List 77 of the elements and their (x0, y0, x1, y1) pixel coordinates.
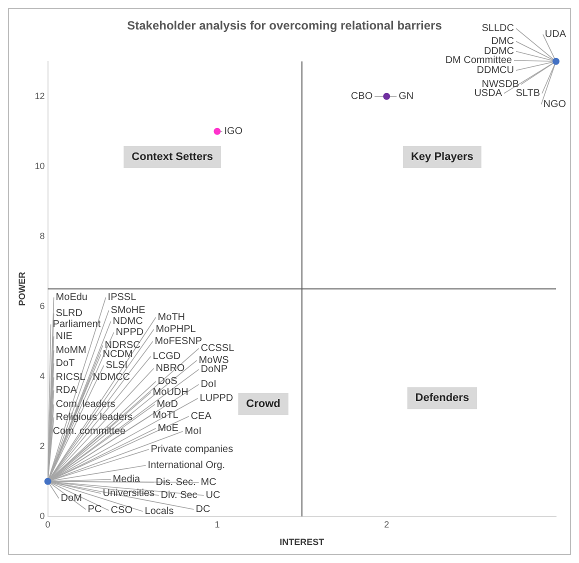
y-tick-label: 2 (40, 440, 45, 451)
y-tick-label: 10 (34, 160, 45, 171)
annotation: IGO (224, 126, 243, 138)
annotation: MoMM (56, 345, 86, 356)
annotation: CBO (350, 91, 373, 102)
annotation: MoWS (198, 355, 230, 366)
annotation: NWSDB (482, 79, 520, 90)
annotation: MoUDH (152, 387, 188, 398)
annotation: SMoHE (110, 305, 146, 316)
annotation: GN (398, 91, 414, 102)
annotation: SLLDC (482, 23, 514, 34)
y-axis-title: POWER (16, 271, 27, 306)
annotation: DM Committee (445, 55, 512, 66)
annotation: Universities (102, 488, 154, 500)
annotation: IPSSL (108, 292, 137, 304)
annotation: DoS (158, 376, 178, 388)
annotation: NIE (56, 331, 73, 342)
annotation: MoTH (158, 312, 186, 324)
annotation: NCDM (102, 349, 133, 360)
annotation: Dis. Sec. (156, 477, 196, 488)
annotation: CSO (110, 505, 133, 516)
y-tick-label: 4 (40, 370, 45, 381)
annotation: DMC (491, 36, 514, 48)
annotation: NPPD (116, 327, 144, 338)
annotation: Media (112, 474, 140, 486)
annotation: Crowd (246, 398, 280, 410)
annotation: NDMC (112, 316, 143, 328)
y-tick-label: 12 (34, 90, 45, 101)
annotation: LCGD (152, 351, 181, 362)
annotation: DoM (60, 493, 82, 504)
annotation: CCSSL (200, 343, 235, 354)
annotation: Com. committee (52, 426, 126, 438)
annotation: MoTL (152, 410, 179, 422)
annotation: NGO (543, 99, 566, 110)
annotation: DC (196, 504, 210, 516)
annotation: MoD (156, 399, 178, 410)
annotation: SLTB (516, 88, 540, 100)
annotation: MoPHPL (156, 324, 196, 336)
annotation: SLRD (56, 308, 82, 320)
annotation: NDRSC (104, 340, 140, 352)
annotation: MoFESNP (154, 336, 202, 348)
annotation: RDA (56, 385, 78, 396)
annotation: RICSL (56, 372, 86, 384)
annotation: NBRO (156, 363, 185, 374)
y-tick-label: 6 (40, 300, 45, 311)
chart-title: Stakeholder analysis for overcoming relational barriers (127, 18, 442, 33)
annotation: Div. Sec (160, 490, 198, 502)
annotation: International Org. (148, 460, 226, 472)
x-axis-title: INTEREST (280, 537, 325, 548)
annotation: DoNP (200, 364, 228, 376)
annotation: LUPPD (200, 393, 234, 404)
annotation: Defenders (415, 392, 470, 404)
annotation: DoT (56, 358, 75, 370)
x-tick-label: 2 (384, 519, 390, 530)
annotation: Key Players (410, 150, 474, 163)
annotation: MoI (184, 426, 202, 438)
annotation: MoE (158, 423, 179, 434)
annotation: UDA (544, 29, 566, 40)
y-tick-label: 0 (40, 510, 45, 521)
annotation: Parliament (52, 319, 101, 330)
annotation: Locals (144, 506, 174, 518)
annotation: SLSI (106, 360, 128, 372)
annotation: DDMCU (476, 65, 514, 76)
annotation: USDA (474, 88, 502, 100)
annotation: Context Setters (132, 150, 213, 163)
y-tick-label: 8 (40, 230, 45, 241)
annotation: PC (88, 504, 102, 516)
annotation: MC (200, 477, 216, 488)
annotation: Private companies (150, 444, 234, 456)
x-tick-label: 1 (214, 519, 220, 530)
annotation: DoI (200, 379, 216, 390)
annotation: CEA (190, 411, 212, 422)
annotation: UC (206, 490, 220, 502)
annotation: Com. leaders (56, 399, 116, 410)
annotation: MoEdu (56, 292, 88, 304)
annotation: Religious leaders (56, 412, 133, 424)
annotation: NDMCC (92, 372, 130, 384)
